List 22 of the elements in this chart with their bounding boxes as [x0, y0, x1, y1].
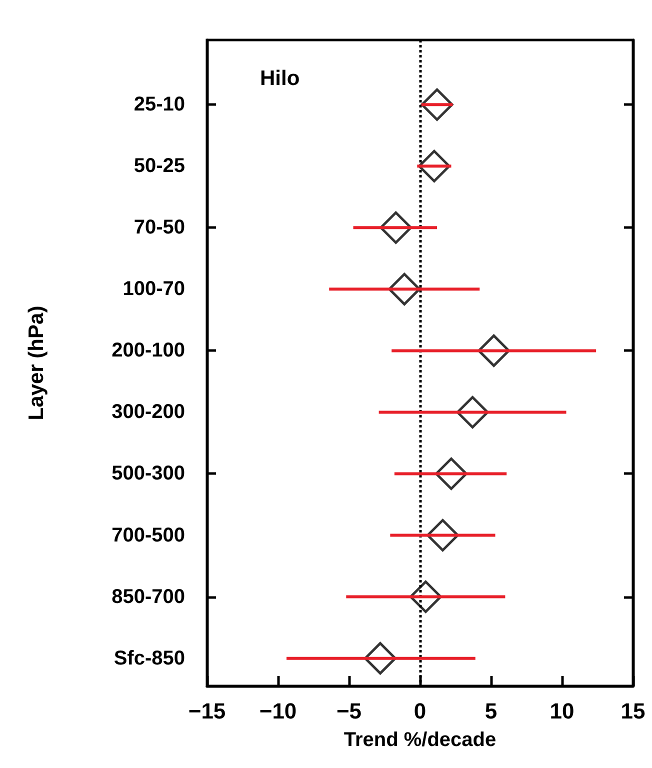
- y-tick-label: 50-25: [134, 155, 185, 178]
- x-tick-label: 10: [550, 698, 574, 724]
- point: [418, 150, 450, 182]
- y-tick-label: 100-70: [122, 278, 185, 300]
- point: [420, 88, 454, 121]
- x-tick-label: 15: [620, 698, 646, 724]
- x-tick-label: −15: [188, 698, 226, 724]
- x-tick-label: 0: [414, 698, 426, 724]
- x-tick-label: −5: [336, 698, 362, 724]
- y-tick-label: 70-50: [134, 216, 185, 239]
- y-tick-label: Sfc-850: [114, 647, 185, 670]
- y-tick-label: 500-300: [112, 462, 185, 485]
- x-tick-label: −10: [259, 698, 297, 724]
- y-axis-title: Layer (hPa): [25, 306, 48, 420]
- y-tick-label: 300-200: [112, 401, 185, 424]
- x-axis-title: Trend %/decade: [344, 729, 496, 751]
- annotation: Hilo: [260, 67, 300, 90]
- y-tick-label: 700-500: [112, 524, 185, 546]
- y-tick-label: 200-100: [112, 340, 185, 362]
- y-tick-label: 850-700: [112, 586, 185, 608]
- y-tick-label: 25-10: [134, 94, 185, 116]
- x-tick-label: 5: [484, 698, 498, 724]
